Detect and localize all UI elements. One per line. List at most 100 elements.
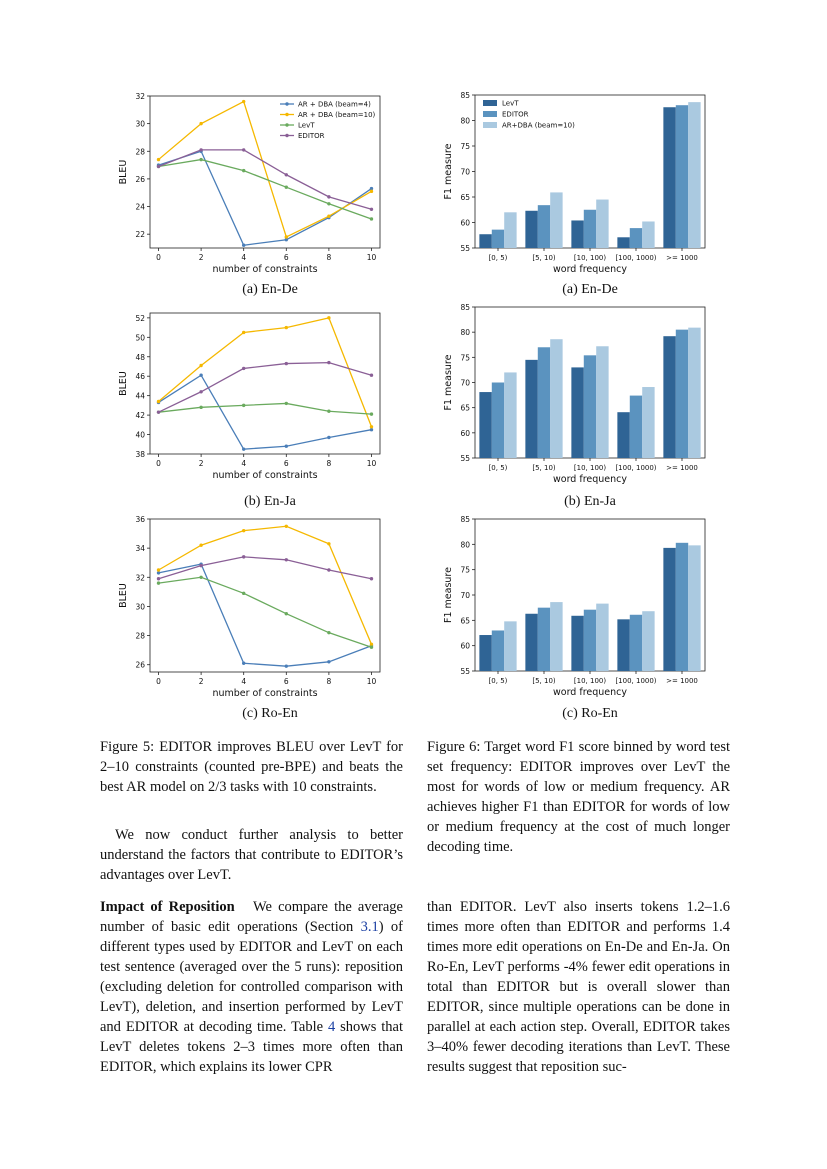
x-tick-label: 6 (284, 677, 289, 686)
bar (675, 542, 689, 671)
data-point (156, 399, 161, 404)
x-tick-label: [10, 100) (574, 464, 606, 472)
bar (617, 619, 630, 671)
data-point (156, 410, 161, 414)
y-tick-label: 80 (460, 540, 470, 549)
y-tick-label: 55 (460, 454, 470, 463)
y-tick-label: 55 (460, 667, 470, 676)
legend-label: LevT (502, 100, 519, 108)
x-tick-label: [0, 5) (489, 464, 508, 472)
y-tick-label: 44 (135, 392, 145, 401)
plot-frame (149, 95, 381, 249)
y-tick-label: 70 (460, 591, 470, 600)
y-axis-label: F1 measure (443, 143, 454, 199)
data-point (327, 316, 331, 320)
data-point (369, 412, 374, 416)
plot-frame (149, 518, 381, 673)
bar (550, 192, 563, 248)
legend-label: AR+DBA (beam=10) (502, 122, 575, 130)
data-point (199, 148, 203, 152)
legend-marker (285, 123, 289, 127)
data-point (369, 186, 374, 191)
bar (583, 609, 597, 671)
bar (675, 105, 689, 248)
bar (642, 221, 655, 248)
y-tick-label: 30 (135, 602, 145, 611)
x-tick-label: >= 1000 (666, 464, 698, 472)
y-tick-label: 55 (460, 244, 470, 253)
y-axis-label: BLEU (118, 371, 129, 396)
data-point (284, 235, 288, 239)
bar (537, 347, 551, 458)
y-tick-label: 38 (135, 450, 145, 459)
data-point (284, 401, 288, 406)
data-point (242, 528, 246, 533)
legend-label: EDITOR (298, 132, 325, 140)
data-point (284, 612, 288, 616)
data-point (369, 577, 374, 581)
series-line (158, 374, 372, 450)
data-point (156, 577, 161, 581)
data-point (199, 543, 203, 547)
y-tick-label: 46 (135, 372, 145, 381)
y-axis-label: BLEU (118, 583, 129, 608)
x-axis-label: number of constraints (212, 470, 317, 481)
x-axis-label: word frequency (553, 264, 627, 275)
data-point (242, 661, 246, 665)
data-point (327, 435, 331, 440)
y-tick-label: 85 (460, 303, 470, 312)
y-tick-label: 80 (460, 117, 470, 126)
y-tick-label: 42 (135, 411, 145, 420)
section-ref-link[interactable]: 3.1 (360, 919, 379, 935)
data-point (284, 185, 288, 189)
y-tick-label: 40 (135, 431, 145, 440)
series-line (158, 158, 372, 220)
bar (596, 603, 609, 671)
y-axis-label: F1 measure (443, 567, 454, 623)
bar (629, 395, 643, 458)
bar (688, 102, 701, 248)
x-tick-label: 8 (326, 253, 331, 262)
bar (571, 220, 584, 248)
data-point (199, 575, 203, 579)
y-tick-label: 60 (460, 429, 470, 438)
legend-swatch (483, 100, 497, 106)
y-tick-label: 32 (135, 573, 145, 582)
bar (537, 205, 551, 248)
x-tick-label: 2 (199, 459, 204, 468)
reposition-text-2: ) of different types used by EDITOR and … (100, 919, 403, 1035)
bar (663, 547, 676, 671)
series-line (158, 556, 372, 580)
x-tick-label: [100, 1000) (615, 677, 656, 685)
data-point (327, 214, 331, 218)
y-tick-label: 75 (460, 566, 470, 575)
bar (479, 392, 492, 458)
bar (596, 199, 609, 248)
series-line (158, 150, 372, 246)
x-tick-label: 10 (367, 459, 377, 468)
data-point (327, 195, 331, 199)
data-point (156, 581, 161, 585)
x-tick-label: [0, 5) (489, 677, 508, 685)
bar (571, 615, 584, 671)
series-line (158, 100, 372, 238)
y-tick-label: 65 (460, 616, 470, 625)
y-tick-label: 52 (135, 314, 145, 323)
data-point (242, 168, 246, 173)
table-ref-link[interactable]: 4 (327, 1019, 336, 1035)
bar (491, 630, 505, 671)
bar (663, 107, 676, 249)
y-tick-label: 30 (135, 120, 145, 129)
data-point (327, 360, 331, 365)
y-axis-label: BLEU (118, 160, 129, 185)
bar (571, 367, 584, 458)
data-point (327, 630, 331, 635)
x-tick-label: 4 (241, 253, 246, 262)
y-tick-label: 24 (135, 203, 145, 212)
y-tick-label: 75 (460, 353, 470, 362)
data-point (327, 660, 331, 664)
x-tick-label: 4 (241, 677, 246, 686)
data-point (242, 148, 246, 152)
bar (583, 209, 597, 248)
y-tick-label: 60 (460, 642, 470, 651)
